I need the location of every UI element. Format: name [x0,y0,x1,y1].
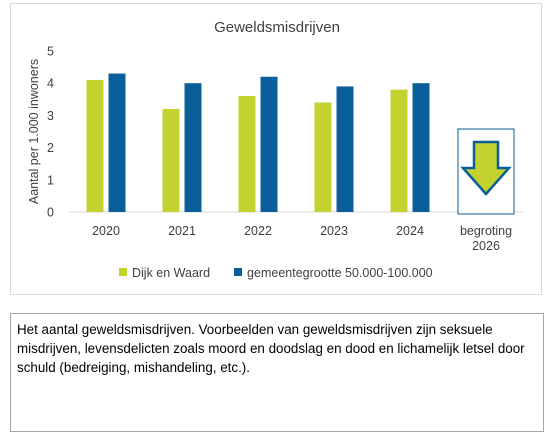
x-tick-label: 2024 [396,224,424,238]
legend-swatch [119,268,127,276]
y-tick-label: 4 [47,77,54,91]
bar [162,108,180,212]
x-tick-label: 2023 [320,224,348,238]
chart-frame: Geweldsmisdrijven Aantal per 1.000 inwone… [10,3,542,295]
y-tick-label: 2 [47,141,54,155]
x-tick-label: 2021 [168,224,196,238]
description-text: Het aantal geweldsmisdrijven. Voorbeelde… [17,322,525,375]
bar [314,102,332,212]
y-axis-label: Aantal per 1.000 inwoners [27,59,41,204]
bar-chart: Geweldsmisdrijven Aantal per 1.000 inwone… [27,19,524,280]
bar [336,86,354,212]
x-tick-label: begroting 2026 [460,224,512,253]
y-tick-label: 5 [47,45,54,59]
chart-title: Geweldsmisdrijven [214,19,340,36]
bar [108,73,126,212]
description-box: Het aantal geweldsmisdrijven. Voorbeelde… [10,313,544,432]
x-tick-label: 2020 [92,224,120,238]
legend-swatch [234,268,243,276]
down-arrow-icon [460,140,512,196]
y-tick-label: 3 [47,109,54,123]
legend-label: Dijk en Waard [132,266,210,280]
bar [390,89,408,212]
bar [412,83,430,212]
bar [184,83,202,212]
y-tick-label: 0 [47,206,54,220]
bar [86,79,104,212]
y-tick-label: 1 [47,173,54,187]
legend-label: gemeentegrootte 50.000-100.000 [247,266,433,280]
bar [260,76,278,212]
x-tick-label: 2022 [244,224,272,238]
bar [238,96,256,212]
